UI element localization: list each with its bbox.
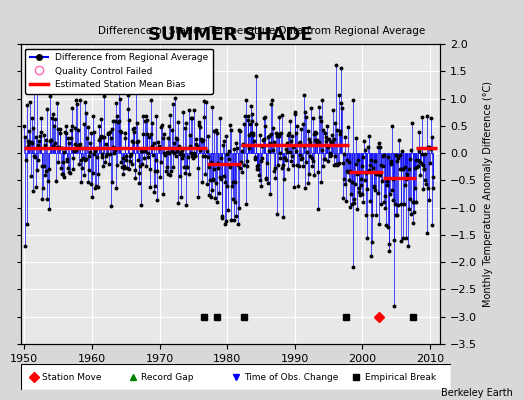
Title: SUMMER SHADE: SUMMER SHADE <box>148 26 313 44</box>
Text: Empirical Break: Empirical Break <box>365 372 436 382</box>
Y-axis label: Monthly Temperature Anomaly Difference (°C): Monthly Temperature Anomaly Difference (… <box>483 81 493 307</box>
Text: Time of Obs. Change: Time of Obs. Change <box>244 372 339 382</box>
Text: Berkeley Earth: Berkeley Earth <box>441 388 513 398</box>
Legend: Difference from Regional Average, Quality Control Failed, Estimated Station Mean: Difference from Regional Average, Qualit… <box>26 48 213 94</box>
FancyBboxPatch shape <box>21 364 451 390</box>
Text: Difference of Station Temperature Data from Regional Average: Difference of Station Temperature Data f… <box>99 26 425 36</box>
Text: Record Gap: Record Gap <box>141 372 194 382</box>
Text: Station Move: Station Move <box>42 372 102 382</box>
